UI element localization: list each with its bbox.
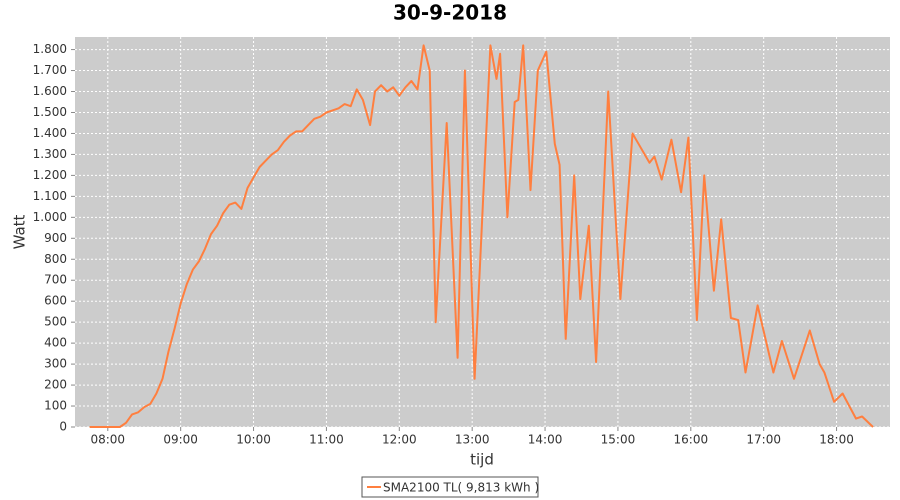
y-tick-label: 500: [44, 315, 67, 329]
y-tick-label: 0: [59, 420, 67, 434]
legend: SMA2100 TL( 9,813 kWh ): [361, 476, 539, 498]
y-tick-label: 300: [44, 357, 67, 371]
x-tick-label: 09:00: [163, 433, 198, 447]
legend-box: [361, 476, 539, 498]
x-axis-label: tijd: [470, 451, 494, 469]
x-tick-label: 08:00: [90, 433, 125, 447]
legend-label: SMA2100 TL( 9,813 kWh ): [383, 481, 539, 495]
x-tick-label: 17:00: [746, 433, 781, 447]
y-tick-label: 400: [44, 336, 67, 350]
x-tick-label: 18:00: [819, 433, 854, 447]
y-tick-label: 1.100: [33, 189, 67, 203]
x-tick-label: 16:00: [674, 433, 709, 447]
y-tick-label: 1.400: [33, 126, 67, 140]
x-tick-label: 10:00: [236, 433, 271, 447]
y-tick-label: 1.200: [33, 168, 67, 182]
y-tick-label: 700: [44, 273, 67, 287]
x-tick-label: 13:00: [455, 433, 490, 447]
y-tick-label: 800: [44, 252, 67, 266]
x-tick-label: 15:00: [601, 433, 636, 447]
series-line: [89, 44, 874, 428]
y-tick-label: 1.700: [33, 63, 67, 77]
y-tick-label: 1.600: [33, 84, 67, 98]
x-tick-label: 12:00: [382, 433, 417, 447]
x-tick-label: 11:00: [309, 433, 344, 447]
y-tick-label: 1.500: [33, 105, 67, 119]
y-tick-label: 1.300: [33, 147, 67, 161]
y-tick-label: 200: [44, 378, 67, 392]
y-tick-label: 600: [44, 294, 67, 308]
y-tick-label: 1.800: [33, 42, 67, 56]
y-tick-label: 100: [44, 399, 67, 413]
chart-title: 30-9-2018: [393, 1, 507, 25]
x-tick-label: 14:00: [528, 433, 563, 447]
y-tick-label: 1.000: [33, 210, 67, 224]
y-axis-label: Watt: [11, 214, 29, 249]
y-tick-label: 900: [44, 231, 67, 245]
